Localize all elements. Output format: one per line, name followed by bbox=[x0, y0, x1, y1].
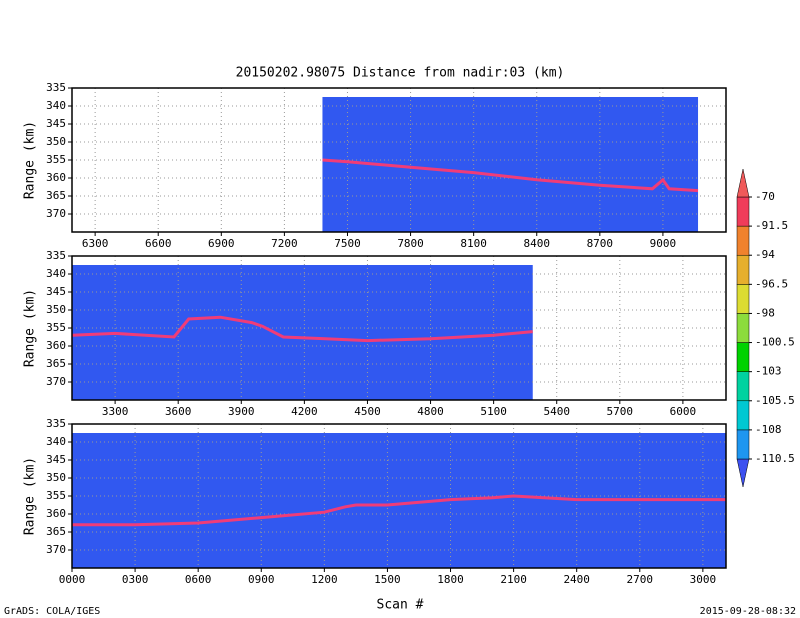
x-tick-label: 7800 bbox=[397, 237, 424, 250]
y-tick-label: 335 bbox=[46, 81, 66, 94]
x-tick-label: 5700 bbox=[607, 405, 634, 418]
colorbar-label: -110.5 bbox=[755, 452, 795, 465]
plot-frame bbox=[71, 423, 727, 569]
x-tick-label: 3300 bbox=[102, 405, 129, 418]
surface-line bbox=[71, 315, 533, 343]
colorbar-label: -100.5 bbox=[755, 336, 795, 349]
y-tick-label: 350 bbox=[46, 471, 66, 484]
x-tick-label: 1500 bbox=[374, 573, 401, 586]
y-tick-label: 360 bbox=[46, 339, 66, 352]
y-tick-label: 340 bbox=[46, 435, 66, 448]
y-tick-label: 370 bbox=[46, 207, 66, 220]
footer-left: GrADS: COLA/IGES bbox=[4, 606, 100, 617]
x-tick-label: 0300 bbox=[122, 573, 149, 586]
x-tick-label: 1800 bbox=[437, 573, 464, 586]
colorbar-segment bbox=[736, 313, 750, 343]
colorbar-label: -105.5 bbox=[755, 394, 795, 407]
colorbar-segment bbox=[736, 196, 750, 227]
y-tick-label: 355 bbox=[46, 153, 66, 166]
colorbar-label: -94 bbox=[755, 248, 775, 261]
x-tick-label: 3600 bbox=[165, 405, 192, 418]
x-tick-label: 4800 bbox=[417, 405, 444, 418]
colorbar-segment bbox=[736, 371, 750, 402]
x-tick-label: 4200 bbox=[291, 405, 318, 418]
y-tick-label: 345 bbox=[46, 117, 66, 130]
x-tick-label: 6000 bbox=[670, 405, 697, 418]
x-tick-label: 3000 bbox=[690, 573, 717, 586]
x-tick-label: 5100 bbox=[480, 405, 507, 418]
plot-frame bbox=[71, 255, 727, 401]
y-axis-label: Range (km) bbox=[23, 121, 38, 199]
colorbar-cap bbox=[736, 168, 750, 198]
plot-frame bbox=[71, 87, 727, 233]
x-tick-label: 6900 bbox=[208, 237, 235, 250]
x-tick-label: 4500 bbox=[354, 405, 381, 418]
colorbar-label: -96.5 bbox=[755, 277, 788, 290]
x-tick-label: 2400 bbox=[563, 573, 590, 586]
y-tick-label: 345 bbox=[46, 453, 66, 466]
chart-title: 20150202.98075 Distance from nadir:03 (k… bbox=[236, 66, 565, 81]
x-tick-label: 8400 bbox=[523, 237, 550, 250]
x-tick-label: 0000 bbox=[59, 573, 86, 586]
x-axis-label: Scan # bbox=[377, 598, 424, 613]
y-tick-label: 335 bbox=[46, 417, 66, 430]
x-tick-label: 8100 bbox=[460, 237, 487, 250]
y-tick-label: 340 bbox=[46, 99, 66, 112]
x-tick-label: 8700 bbox=[587, 237, 614, 250]
colorbar-segment bbox=[736, 284, 750, 314]
surface-line bbox=[72, 494, 726, 527]
colorbar-label: -70 bbox=[755, 190, 775, 203]
y-tick-label: 355 bbox=[46, 321, 66, 334]
colorbar-label: -103 bbox=[755, 365, 782, 378]
colorbar-segment bbox=[736, 225, 750, 256]
colorbar-label: -98 bbox=[755, 306, 775, 319]
y-tick-label: 355 bbox=[46, 489, 66, 502]
x-tick-label: 6600 bbox=[145, 237, 172, 250]
colorbar-label: -91.5 bbox=[755, 219, 788, 232]
x-tick-label: 9000 bbox=[650, 237, 677, 250]
y-axis-label: Range (km) bbox=[23, 457, 38, 535]
footer-right: 2015-09-28-08:32 bbox=[700, 606, 796, 617]
surface-line bbox=[322, 158, 699, 193]
y-tick-label: 360 bbox=[46, 171, 66, 184]
colorbar-segment bbox=[736, 254, 750, 285]
colorbar-segment bbox=[736, 400, 750, 431]
x-tick-label: 7500 bbox=[334, 237, 361, 250]
y-tick-label: 350 bbox=[46, 303, 66, 316]
y-tick-label: 335 bbox=[46, 249, 66, 262]
y-tick-label: 350 bbox=[46, 135, 66, 148]
x-tick-label: 6300 bbox=[82, 237, 109, 250]
colorbar-segment bbox=[736, 342, 750, 372]
y-axis-label: Range (km) bbox=[23, 289, 38, 367]
y-tick-label: 340 bbox=[46, 267, 66, 280]
y-tick-label: 370 bbox=[46, 543, 66, 556]
y-tick-label: 360 bbox=[46, 507, 66, 520]
x-tick-label: 2100 bbox=[500, 573, 527, 586]
x-tick-label: 3900 bbox=[228, 405, 255, 418]
data-region bbox=[72, 265, 533, 400]
y-tick-label: 365 bbox=[46, 357, 66, 370]
x-tick-label: 2700 bbox=[627, 573, 654, 586]
colorbar-label: -108 bbox=[755, 423, 782, 436]
y-tick-label: 345 bbox=[46, 285, 66, 298]
x-tick-label: 1200 bbox=[311, 573, 338, 586]
y-tick-label: 365 bbox=[46, 189, 66, 202]
y-tick-label: 365 bbox=[46, 525, 66, 538]
x-tick-label: 7200 bbox=[271, 237, 298, 250]
y-tick-label: 370 bbox=[46, 375, 66, 388]
colorbar-segment bbox=[736, 429, 750, 460]
x-tick-label: 0900 bbox=[248, 573, 275, 586]
x-tick-label: 5400 bbox=[543, 405, 570, 418]
x-tick-label: 0600 bbox=[185, 573, 212, 586]
